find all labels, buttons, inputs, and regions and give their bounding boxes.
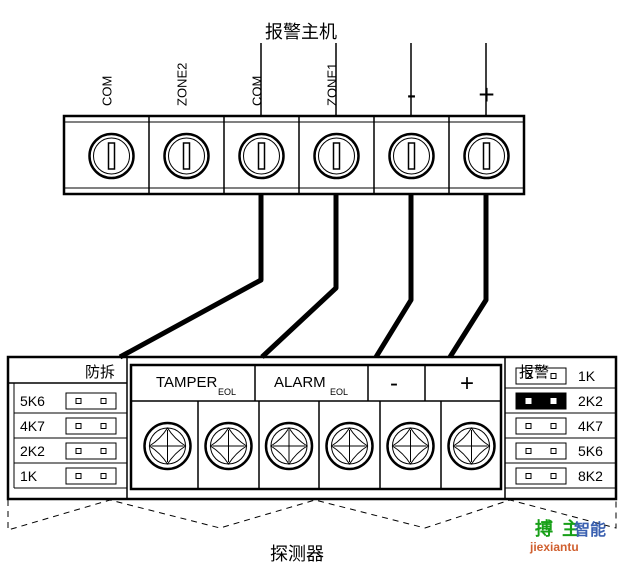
- left-resistor-label: 2K2: [20, 443, 45, 459]
- wire: [120, 194, 261, 357]
- jumper-pin: [551, 374, 556, 379]
- jumper-pin: [551, 474, 556, 479]
- eol-label: EOL: [330, 387, 348, 397]
- watermark: 智能: [574, 520, 606, 539]
- wiring-diagram-svg: COM ZONE2 COM ZONE1 - + 防拆 报警 5K6 4K7 2K2 1K 1K 2K2 4K…: [0, 0, 624, 575]
- host-terminal-label: ZONE2: [175, 63, 190, 106]
- host-terminal-label: -: [407, 79, 416, 110]
- left-resistor-label: 4K7: [20, 418, 45, 434]
- jumper-pin: [526, 424, 531, 429]
- wire: [450, 194, 486, 357]
- watermark: 搏: [535, 518, 553, 539]
- jumper-block: [66, 393, 116, 409]
- tear-line: [8, 500, 616, 530]
- host-terminal-label: COM: [100, 76, 115, 106]
- right-resistor-label: 5K6: [578, 443, 603, 459]
- left-resistor-label: 5K6: [20, 393, 45, 409]
- jumper-block: [516, 443, 566, 459]
- jumper-block: [66, 443, 116, 459]
- jumper-pin: [76, 449, 81, 454]
- jumper-block: [516, 418, 566, 434]
- right-header: 报警: [519, 364, 549, 381]
- watermark: jiexiantu: [529, 540, 579, 554]
- wire: [262, 194, 336, 357]
- right-resistor-label: 2K2: [578, 393, 603, 409]
- host-terminal-screw: [390, 134, 434, 178]
- title-top: 报警主机: [265, 18, 337, 44]
- jumper-pin: [551, 449, 556, 454]
- jumper-block: [516, 468, 566, 484]
- jumper-pin: [551, 399, 556, 404]
- detector-terminal-label: ALARM: [274, 374, 326, 391]
- jumper-pin: [526, 399, 531, 404]
- jumper-block: [66, 468, 116, 484]
- jumper-pin: [101, 424, 106, 429]
- detector-terminal-label: -: [390, 370, 398, 397]
- host-terminal-screw: [465, 134, 509, 178]
- host-terminal-screw: [90, 134, 134, 178]
- jumper-pin: [76, 474, 81, 479]
- jumper-pin: [526, 474, 531, 479]
- jumper-pin: [551, 424, 556, 429]
- left-header: 防拆: [85, 364, 115, 381]
- jumper-pin: [101, 474, 106, 479]
- left-resistor-label: 1K: [20, 468, 38, 484]
- host-terminal-screw: [315, 134, 359, 178]
- detector-terminal-label: +: [460, 370, 474, 397]
- host-terminal-screw: [240, 134, 284, 178]
- jumper-pin: [101, 449, 106, 454]
- jumper-block: [516, 393, 566, 409]
- eol-label: EOL: [218, 387, 236, 397]
- right-resistor-label: 1K: [578, 368, 596, 384]
- jumper-pin: [526, 449, 531, 454]
- jumper-pin: [76, 399, 81, 404]
- jumper-pin: [76, 424, 81, 429]
- jumper-pin: [101, 399, 106, 404]
- detector-terminal-label: TAMPER: [156, 374, 218, 391]
- host-terminal-label: COM: [250, 76, 265, 106]
- wire: [376, 194, 411, 357]
- right-resistor-label: 8K2: [578, 468, 603, 484]
- host-terminal-label: ZONE1: [325, 63, 340, 106]
- host-terminal-label: +: [478, 79, 494, 110]
- host-terminal-screw: [165, 134, 209, 178]
- right-resistor-label: 4K7: [578, 418, 603, 434]
- title-bottom: 探测器: [270, 540, 324, 566]
- jumper-block: [66, 418, 116, 434]
